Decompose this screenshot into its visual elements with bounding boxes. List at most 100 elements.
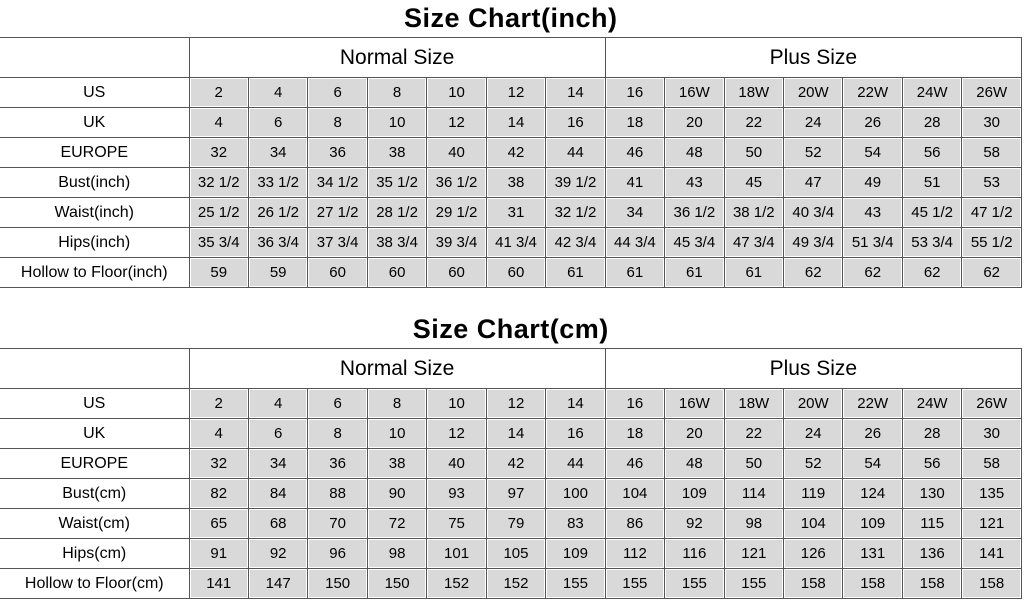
table-row: Hips(inch) 35 3/4 36 3/4 37 3/4 38 3/4 39 3/4… xyxy=(0,227,1022,258)
size-cell: 79 xyxy=(485,508,547,539)
size-cell: 14 xyxy=(485,418,547,449)
size-cell: 39 3/4 xyxy=(426,227,487,258)
size-cell: 54 xyxy=(842,448,903,479)
row-label: US xyxy=(0,77,190,108)
table-row: Hollow to Floor(inch) 59 59 60 60 60 60 61 61 61 6… xyxy=(0,257,1022,288)
size-cell: 136 xyxy=(901,538,963,569)
size-cell: 16 xyxy=(545,418,606,449)
size-cell: 47 3/4 xyxy=(723,227,785,258)
size-cell: 12 xyxy=(485,77,547,108)
size-cell: 155 xyxy=(723,568,785,599)
size-cell: 8 xyxy=(366,77,428,108)
size-cell: 38 xyxy=(366,137,428,168)
row-label: UK xyxy=(0,107,190,138)
size-cell: 36 xyxy=(307,137,368,168)
size-cell: 10 xyxy=(366,418,428,449)
size-cell: 14 xyxy=(545,77,606,108)
size-cell: 34 xyxy=(604,197,666,228)
size-cell: 56 xyxy=(901,448,963,479)
row-label: Waist(cm) xyxy=(0,508,190,539)
size-table: Size Chart(inch) Normal Size Plus Size US 2 4… xyxy=(0,0,1023,288)
size-cell: 158 xyxy=(783,568,844,599)
size-cell: 47 xyxy=(783,167,844,198)
chart-title: Size Chart(cm) xyxy=(0,311,1022,349)
size-cell: 24W xyxy=(901,77,963,108)
table-row: US 2 4 6 8 10 12 14 16 16W 18W 20W 22W 24W 26W xyxy=(0,77,1022,108)
size-cell: 28 1/2 xyxy=(366,197,428,228)
size-cell: 36 xyxy=(307,448,368,479)
size-cell: 68 xyxy=(247,508,309,539)
size-cell: 44 3/4 xyxy=(604,227,666,258)
size-cell: 60 xyxy=(307,257,368,288)
size-cell: 32 1/2 xyxy=(545,197,606,228)
table-row: US 2 4 6 8 10 12 14 16 16W 18W 20W 22W 24W 26W xyxy=(0,388,1022,419)
size-cell: 62 xyxy=(842,257,903,288)
size-cell: 22 xyxy=(723,418,785,449)
size-cell: 114 xyxy=(723,478,785,509)
size-cell: 26 1/2 xyxy=(247,197,309,228)
size-cell: 36 1/2 xyxy=(426,167,487,198)
size-cell: 41 xyxy=(604,167,666,198)
size-cell: 115 xyxy=(901,508,963,539)
row-label: Hips(cm) xyxy=(0,538,190,569)
size-cell: 6 xyxy=(247,107,309,138)
size-cell: 24 xyxy=(783,418,844,449)
size-cell: 47 1/2 xyxy=(961,197,1022,228)
size-cell: 109 xyxy=(664,478,725,509)
size-cell: 12 xyxy=(426,107,487,138)
size-cell: 32 xyxy=(188,448,249,479)
size-cell: 116 xyxy=(664,538,725,569)
size-cell: 6 xyxy=(307,388,368,419)
size-cell: 35 1/2 xyxy=(366,167,428,198)
size-cell: 105 xyxy=(485,538,547,569)
size-cell: 30 xyxy=(961,418,1022,449)
size-cell: 93 xyxy=(426,478,487,509)
size-cell: 28 xyxy=(901,107,963,138)
size-cell: 18W xyxy=(723,77,785,108)
size-cell: 10 xyxy=(366,107,428,138)
size-cell: 158 xyxy=(961,568,1022,599)
size-cell: 8 xyxy=(307,107,368,138)
size-cell: 83 xyxy=(545,508,606,539)
header-blank xyxy=(0,348,190,389)
size-cell: 147 xyxy=(247,568,309,599)
size-cell: 141 xyxy=(961,538,1022,569)
size-cell: 158 xyxy=(842,568,903,599)
size-cell: 45 3/4 xyxy=(664,227,725,258)
size-table: Size Chart(cm) Normal Size Plus Size US 2 4 6 8… xyxy=(0,311,1023,599)
size-cell: 62 xyxy=(961,257,1022,288)
size-cell: 26 xyxy=(842,107,903,138)
size-cell: 42 xyxy=(485,448,547,479)
size-cell: 61 xyxy=(723,257,785,288)
size-cell: 34 xyxy=(247,137,309,168)
size-chart-inch: Size Chart(inch) Normal Size Plus Size US 2 4… xyxy=(0,0,1024,288)
size-cell: 38 xyxy=(485,167,547,198)
size-cell: 61 xyxy=(545,257,606,288)
size-cell: 59 xyxy=(247,257,309,288)
size-cell: 124 xyxy=(842,478,903,509)
size-cell: 43 xyxy=(664,167,725,198)
size-cell: 60 xyxy=(366,257,428,288)
table-row: UK 4 6 8 10 12 14 16 18 20 22 24 26 28 30 xyxy=(0,418,1022,449)
size-cell: 42 3/4 xyxy=(545,227,606,258)
size-cell: 49 3/4 xyxy=(783,227,844,258)
size-cell: 30 xyxy=(961,107,1022,138)
size-cell: 16 xyxy=(604,77,666,108)
size-cell: 42 xyxy=(485,137,547,168)
size-cell: 152 xyxy=(426,568,487,599)
size-cell: 28 xyxy=(901,418,963,449)
row-label: EUROPE xyxy=(0,137,190,168)
size-cell: 72 xyxy=(366,508,428,539)
row-label: US xyxy=(0,388,190,419)
size-cell: 58 xyxy=(961,137,1022,168)
table-row: EUROPE 32 34 36 38 40 42 44 46 48 50 52 54 56 58 xyxy=(0,448,1022,479)
size-cell: 2 xyxy=(188,77,249,108)
size-cell: 49 xyxy=(842,167,903,198)
size-cell: 26W xyxy=(961,77,1022,108)
size-cell: 55 1/2 xyxy=(961,227,1022,258)
row-label: EUROPE xyxy=(0,448,190,479)
row-label: UK xyxy=(0,418,190,449)
table-row: Bust(cm) 82 84 88 90 93 97 100 104 109 114 119 124 13… xyxy=(0,478,1022,509)
size-cell: 36 3/4 xyxy=(247,227,309,258)
size-cell: 56 xyxy=(901,137,963,168)
